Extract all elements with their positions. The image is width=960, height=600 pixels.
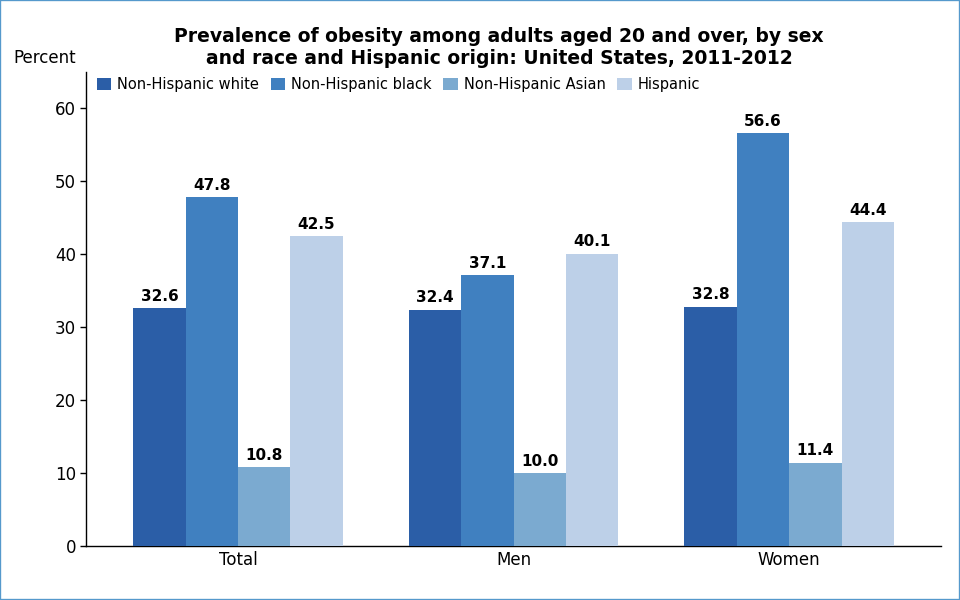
Text: 11.4: 11.4 [797, 443, 834, 458]
Bar [684, 307, 737, 546]
Bar [238, 467, 290, 546]
Text: Prevalence of obesity among adults aged 20 and over, by sex
and race and Hispani: Prevalence of obesity among adults aged … [175, 27, 824, 68]
Text: 56.6: 56.6 [744, 114, 781, 129]
Bar [290, 236, 343, 546]
Bar [514, 473, 566, 546]
Text: 47.8: 47.8 [193, 178, 230, 193]
Text: Percent: Percent [13, 49, 77, 67]
Text: 42.5: 42.5 [298, 217, 335, 232]
Legend: Non-Hispanic white, Non-Hispanic black, Non-Hispanic Asian, Hispanic: Non-Hispanic white, Non-Hispanic black, … [94, 74, 703, 95]
Text: 32.6: 32.6 [140, 289, 179, 304]
Bar [409, 310, 461, 546]
Text: 44.4: 44.4 [849, 203, 886, 218]
Bar [842, 222, 894, 546]
Bar [566, 254, 618, 546]
Bar [133, 308, 185, 546]
Text: 10.8: 10.8 [246, 448, 283, 463]
Bar [461, 275, 514, 546]
Text: 32.4: 32.4 [417, 290, 454, 305]
Bar [789, 463, 842, 546]
Text: 37.1: 37.1 [468, 256, 506, 271]
Text: 40.1: 40.1 [573, 234, 611, 249]
Bar [185, 197, 238, 546]
Text: 10.0: 10.0 [521, 454, 559, 469]
Text: 32.8: 32.8 [692, 287, 730, 302]
Bar [737, 133, 789, 546]
